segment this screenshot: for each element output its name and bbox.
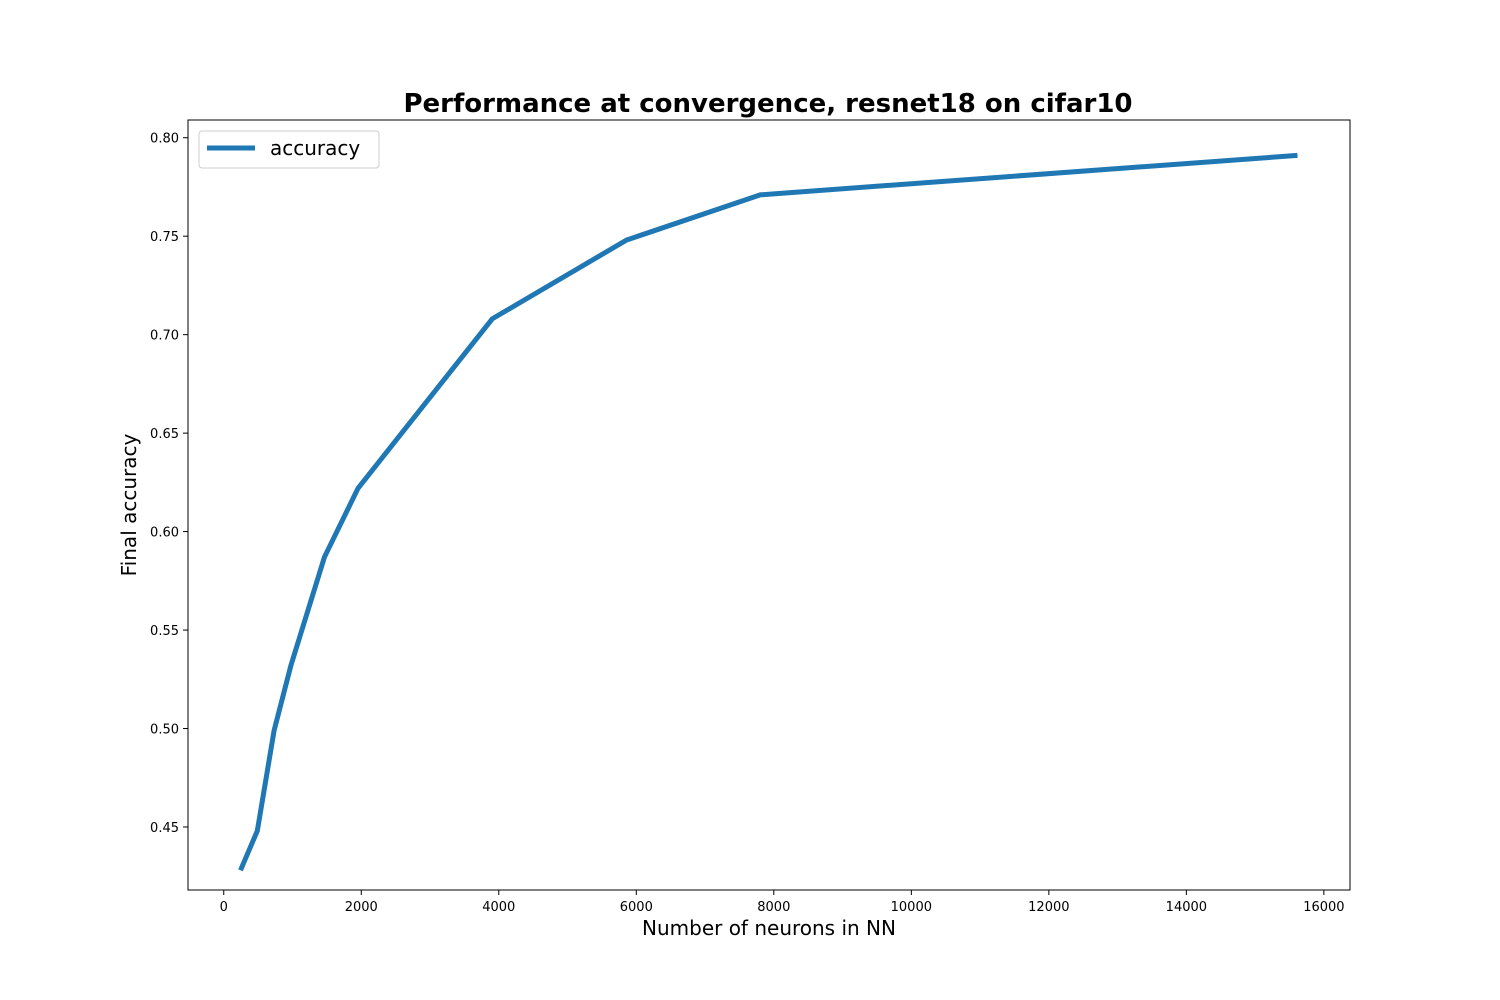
x-axis-title: Number of neurons in NN bbox=[642, 916, 896, 940]
x-tick-label: 2000 bbox=[345, 900, 378, 915]
x-tick-label: 16000 bbox=[1303, 900, 1344, 915]
x-tick-label: 4000 bbox=[482, 900, 515, 915]
plot-frame bbox=[187, 119, 1351, 891]
y-tick-label: 0.45 bbox=[150, 821, 179, 836]
x-tick-label: 6000 bbox=[620, 900, 653, 915]
y-tick-label: 0.55 bbox=[150, 624, 179, 639]
y-tick-label: 0.65 bbox=[150, 427, 179, 442]
x-tick-label: 0 bbox=[220, 900, 228, 915]
y-tick-label: 0.50 bbox=[150, 723, 179, 738]
y-tick-label: 0.60 bbox=[150, 526, 179, 541]
x-tick-label: 12000 bbox=[1028, 900, 1069, 915]
series-layer bbox=[238, 152, 1298, 872]
legend: accuracy bbox=[198, 130, 380, 169]
legend-label-accuracy: accuracy bbox=[270, 136, 360, 160]
y-axis-ticks: 0.45 0.50 0.55 0.60 0.65 0.70 0.75 0.80 bbox=[150, 132, 188, 836]
x-tick-label: 8000 bbox=[757, 900, 790, 915]
x-tick-label: 14000 bbox=[1166, 900, 1207, 915]
y-tick-label: 0.75 bbox=[150, 230, 179, 245]
y-tick-label: 0.80 bbox=[150, 132, 179, 147]
y-tick-label: 0.70 bbox=[150, 329, 179, 344]
x-tick-label: 10000 bbox=[891, 900, 932, 915]
x-axis-ticks: 0 2000 4000 6000 8000 10000 12000 14000 16000 bbox=[220, 890, 1345, 915]
y-axis-title: Final accuracy bbox=[117, 433, 141, 576]
series-line-accuracy bbox=[238, 152, 1298, 872]
chart-title: Performance at convergence, resnet18 on … bbox=[403, 89, 1132, 119]
legend-box bbox=[198, 130, 380, 169]
